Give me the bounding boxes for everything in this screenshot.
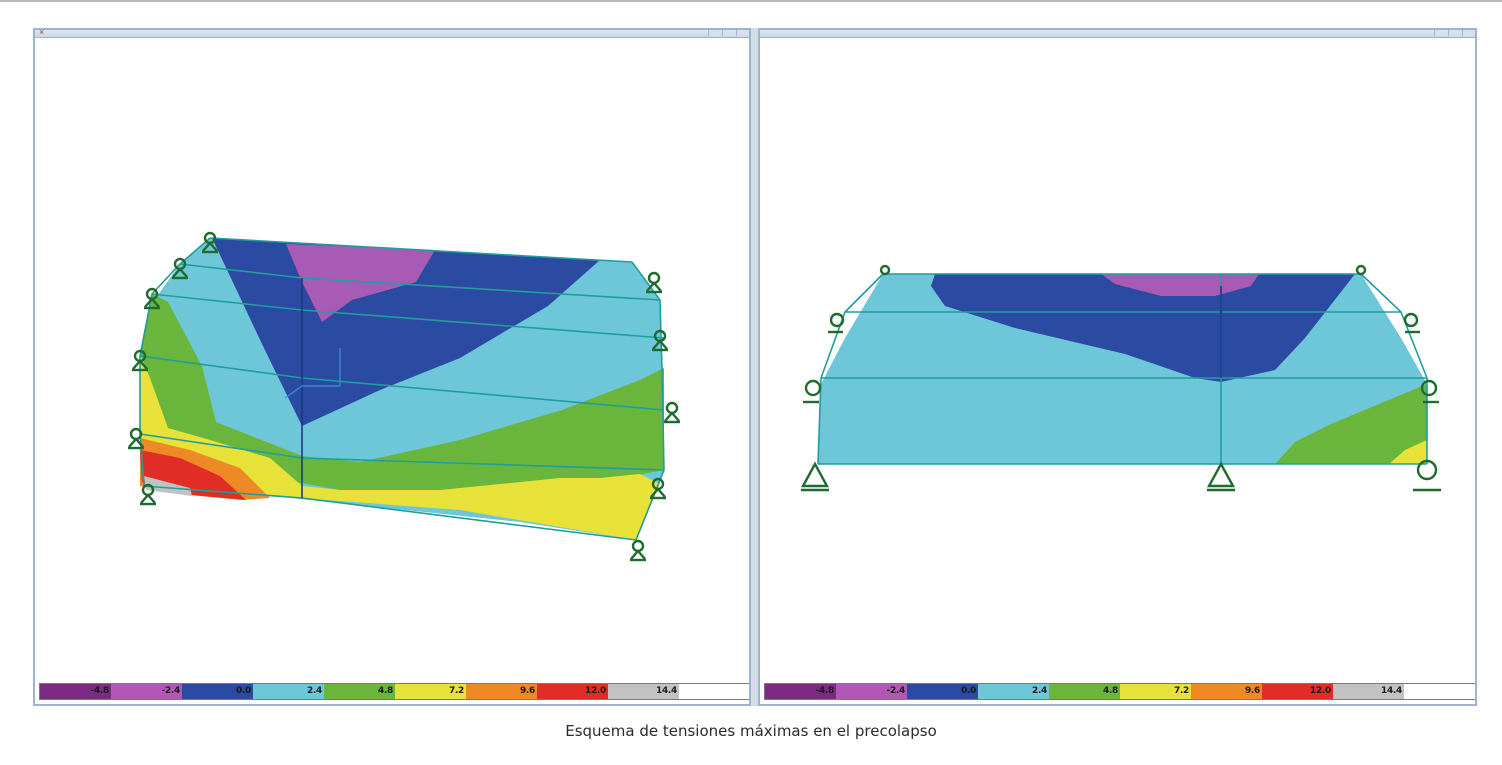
legend-swatch: 2.4 <box>978 684 1049 699</box>
legend-tick-label: 12.0 <box>584 686 606 696</box>
legend-swatch: 2.4 <box>253 684 324 699</box>
legend-swatch: 0.0 <box>182 684 253 699</box>
minimize-icon[interactable] <box>1434 30 1447 36</box>
close-icon[interactable]: × <box>39 28 45 37</box>
pin-support-icon <box>800 264 1441 492</box>
legend-swatch: -4.8 <box>765 684 836 699</box>
legend-swatch: 14.4 <box>1333 684 1404 699</box>
legend-tick-label: 14.4 <box>655 686 677 696</box>
legend-tick-label: 2.4 <box>1031 686 1047 696</box>
legend-tick-label: 0.0 <box>960 686 976 696</box>
pin-support-icon <box>128 231 680 562</box>
stress-contour-plot-3d[interactable] <box>40 38 744 678</box>
contour-dark-blue-region <box>931 274 1355 382</box>
legend-tick-label: -2.4 <box>161 686 181 696</box>
mesh-lines <box>817 273 1428 465</box>
legend-swatch: -2.4 <box>836 684 907 699</box>
figure-caption: Esquema de tensiones máximas en el preco… <box>565 722 937 740</box>
top-divider <box>0 0 1502 2</box>
legend-tick-label: 14.4 <box>1380 686 1402 696</box>
close-window-icon[interactable] <box>736 30 749 36</box>
legend-tick-label: -4.8 <box>815 686 835 696</box>
contour-green-region <box>140 294 664 490</box>
viewport-left-titlebar[interactable]: × <box>35 30 749 38</box>
legend-tick-label: 9.6 <box>519 686 535 696</box>
legend-tick-label: 2.4 <box>306 686 322 696</box>
legend-tick-label: 4.8 <box>1102 686 1118 696</box>
legend-tick-label: 7.2 <box>1173 686 1189 696</box>
legend-swatch: 9.6 <box>466 684 537 699</box>
stress-contour-plot-front[interactable] <box>765 38 1469 678</box>
legend-tick-label: 4.8 <box>377 686 393 696</box>
legend-swatch: -2.4 <box>111 684 182 699</box>
legend-swatch: 7.2 <box>1120 684 1191 699</box>
legend-tick-label: -4.8 <box>90 686 110 696</box>
viewport-right[interactable]: -4.8 -2.4 0.0 2.4 4.8 7.2 9.6 12.0 14.4 <box>758 28 1477 706</box>
color-scale-legend: -4.8 -2.4 0.0 2.4 4.8 7.2 9.6 12.0 14.4 <box>39 683 749 700</box>
legend-tick-label: 7.2 <box>448 686 464 696</box>
close-window-icon[interactable] <box>1462 30 1475 36</box>
minimize-icon[interactable] <box>708 30 721 36</box>
maximize-icon[interactable] <box>722 30 735 36</box>
legend-swatch: 12.0 <box>537 684 608 699</box>
legend-swatch: 12.0 <box>1262 684 1333 699</box>
contour-yellow-region <box>140 354 660 540</box>
legend-swatch: 14.4 <box>608 684 679 699</box>
legend-swatch: 9.6 <box>1191 684 1262 699</box>
contour-purple-region <box>1101 274 1259 296</box>
contour-purple-region <box>286 244 435 322</box>
contour-yellow-region <box>1389 440 1427 464</box>
legend-tick-label: -2.4 <box>886 686 906 696</box>
contour-green-region <box>1275 384 1427 464</box>
legend-swatch: 4.8 <box>324 684 395 699</box>
legend-swatch: 7.2 <box>395 684 466 699</box>
legend-tick-label: 12.0 <box>1309 686 1331 696</box>
color-scale-legend: -4.8 -2.4 0.0 2.4 4.8 7.2 9.6 12.0 14.4 <box>764 683 1475 700</box>
legend-tick-label: 9.6 <box>1244 686 1260 696</box>
legend-tick-label: 0.0 <box>235 686 251 696</box>
legend-swatch <box>679 684 749 699</box>
maximize-icon[interactable] <box>1448 30 1461 36</box>
contour-grey-region <box>144 476 192 496</box>
axis-triad-icon <box>284 348 341 399</box>
split-divider[interactable] <box>751 28 758 706</box>
viewport-left[interactable]: × <box>33 28 751 706</box>
legend-swatch: 4.8 <box>1049 684 1120 699</box>
legend-swatch: 0.0 <box>907 684 978 699</box>
viewport-right-titlebar[interactable] <box>760 30 1475 38</box>
legend-swatch <box>1404 684 1475 699</box>
legend-swatch: -4.8 <box>40 684 111 699</box>
